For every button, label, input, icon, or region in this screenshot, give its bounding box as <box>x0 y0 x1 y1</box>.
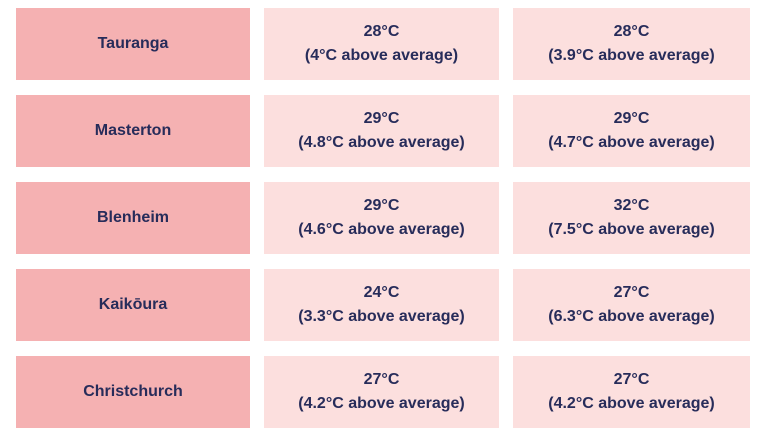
temperature-anomaly: (7.5°C above average) <box>548 221 715 238</box>
temperature-anomaly: (4.7°C above average) <box>548 134 715 151</box>
temperature-value: 27°C <box>363 371 400 388</box>
city-cell: Kaikōura <box>16 269 250 341</box>
city-label: Tauranga <box>97 35 169 52</box>
temperature-anomaly: (3.9°C above average) <box>548 47 715 64</box>
temperature-cell: 28°C (4°C above average) <box>264 8 499 80</box>
temperature-value: 27°C <box>613 371 650 388</box>
temperature-anomaly: (3.3°C above average) <box>298 308 465 325</box>
city-label: Masterton <box>94 122 172 139</box>
temperature-anomaly: (4.2°C above average) <box>548 395 715 412</box>
temperature-cell: 29°C (4.6°C above average) <box>264 182 499 254</box>
temperature-cell: 29°C (4.8°C above average) <box>264 95 499 167</box>
temperature-anomaly: (4.2°C above average) <box>298 395 465 412</box>
temperature-cell: 32°C (7.5°C above average) <box>513 182 750 254</box>
temperature-cell: 27°C (4.2°C above average) <box>264 356 499 428</box>
temperature-value: 24°C <box>363 284 400 301</box>
temperature-value: 28°C <box>613 23 650 40</box>
temperature-anomaly: (4.8°C above average) <box>298 134 465 151</box>
city-cell: Masterton <box>16 95 250 167</box>
city-cell: Blenheim <box>16 182 250 254</box>
temperature-value: 29°C <box>613 110 650 127</box>
temperature-value: 28°C <box>363 23 400 40</box>
temperature-value: 32°C <box>613 197 650 214</box>
temperature-anomaly: (4°C above average) <box>304 47 459 64</box>
city-cell: Tauranga <box>16 8 250 80</box>
temperature-table: Tauranga 28°C (4°C above average) 28°C (… <box>16 8 750 428</box>
city-label: Blenheim <box>96 209 169 226</box>
city-cell: Christchurch <box>16 356 250 428</box>
temperature-value: 29°C <box>363 197 400 214</box>
temperature-value: 29°C <box>363 110 400 127</box>
temperature-cell: 27°C (6.3°C above average) <box>513 269 750 341</box>
temperature-cell: 27°C (4.2°C above average) <box>513 356 750 428</box>
temperature-cell: 28°C (3.9°C above average) <box>513 8 750 80</box>
temperature-cell: 24°C (3.3°C above average) <box>264 269 499 341</box>
temperature-anomaly: (4.6°C above average) <box>298 221 465 238</box>
temperature-anomaly: (6.3°C above average) <box>548 308 715 325</box>
city-label: Christchurch <box>83 383 183 400</box>
city-label: Kaikōura <box>98 296 168 313</box>
temperature-cell: 29°C (4.7°C above average) <box>513 95 750 167</box>
temperature-value: 27°C <box>613 284 650 301</box>
